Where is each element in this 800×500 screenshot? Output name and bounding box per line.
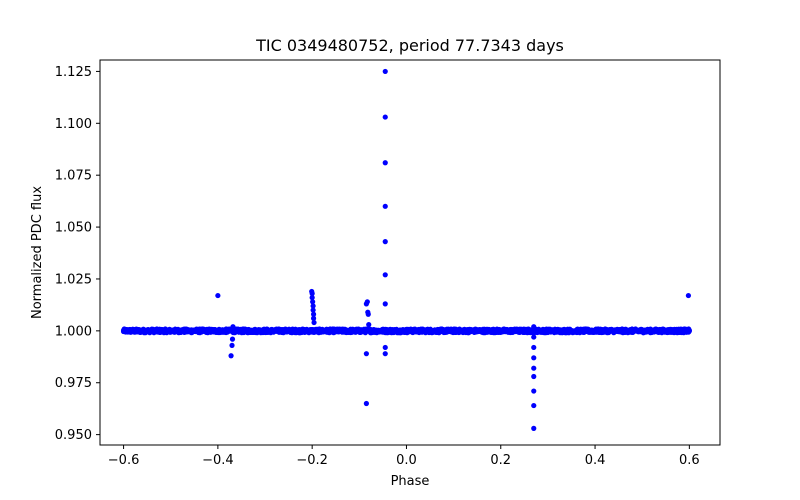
y-tick-label: 1.075	[55, 169, 92, 184]
y-axis-label: Normalized PDC flux	[30, 186, 45, 319]
data-point	[363, 351, 369, 357]
y-tick-label: 0.950	[55, 428, 92, 443]
data-point	[215, 292, 221, 299]
data-point	[229, 342, 235, 348]
data-point	[310, 307, 316, 313]
x-tick-label: 0.2	[490, 453, 511, 468]
data-point	[309, 295, 315, 301]
data-point	[309, 290, 315, 297]
data-point	[531, 425, 537, 431]
data-point	[310, 303, 316, 309]
x-tick-label: 0.4	[585, 453, 606, 468]
x-tick-label: 0.6	[679, 453, 700, 468]
data-point	[310, 299, 316, 305]
data-point	[531, 402, 537, 409]
data-point	[311, 319, 317, 326]
x-tick-label: −0.4	[202, 453, 234, 468]
baseline-point	[686, 328, 692, 334]
data-points	[120, 68, 692, 431]
data-point	[365, 311, 371, 317]
data-point	[531, 334, 537, 340]
y-tick-label: 0.975	[55, 376, 92, 391]
data-point	[382, 351, 388, 357]
data-point	[382, 203, 388, 209]
data-point	[382, 68, 388, 75]
data-point	[382, 344, 388, 351]
data-point	[531, 355, 537, 361]
data-point	[382, 114, 388, 120]
data-point	[382, 160, 388, 166]
y-tick-label: 1.125	[55, 65, 92, 80]
data-point	[382, 239, 388, 245]
data-point	[310, 311, 317, 317]
data-point	[310, 315, 317, 321]
data-point	[228, 353, 234, 359]
x-axis: −0.6 −0.4 −0.2 0.0 0.2 0.4 0.6	[108, 445, 700, 468]
x-tick-label: −0.6	[108, 453, 140, 468]
x-tick-label: 0.0	[396, 453, 417, 468]
x-tick-label: −0.2	[296, 453, 328, 468]
data-point	[364, 299, 370, 305]
data-point	[382, 272, 388, 278]
data-point	[685, 292, 692, 299]
y-tick-label: 1.025	[55, 272, 92, 287]
x-axis-label: Phase	[391, 474, 430, 489]
data-point	[229, 336, 236, 342]
data-point	[531, 324, 537, 330]
data-point	[382, 301, 388, 307]
data-point	[531, 344, 537, 351]
chart-title: TIC 0349480752, period 77.7343 days	[255, 36, 564, 55]
y-tick-label: 1.050	[55, 221, 92, 236]
data-point	[366, 322, 372, 328]
data-point	[531, 373, 537, 380]
data-point	[363, 400, 369, 407]
y-axis: 0.950 0.975 1.000 1.025 1.050 1.075 1.100 1.125	[55, 65, 100, 443]
y-tick-label: 1.100	[55, 117, 92, 132]
data-point	[531, 388, 537, 394]
y-tick-label: 1.000	[55, 324, 92, 339]
data-point	[531, 365, 537, 371]
data-point	[230, 324, 236, 330]
plot-area-frame	[99, 59, 721, 446]
